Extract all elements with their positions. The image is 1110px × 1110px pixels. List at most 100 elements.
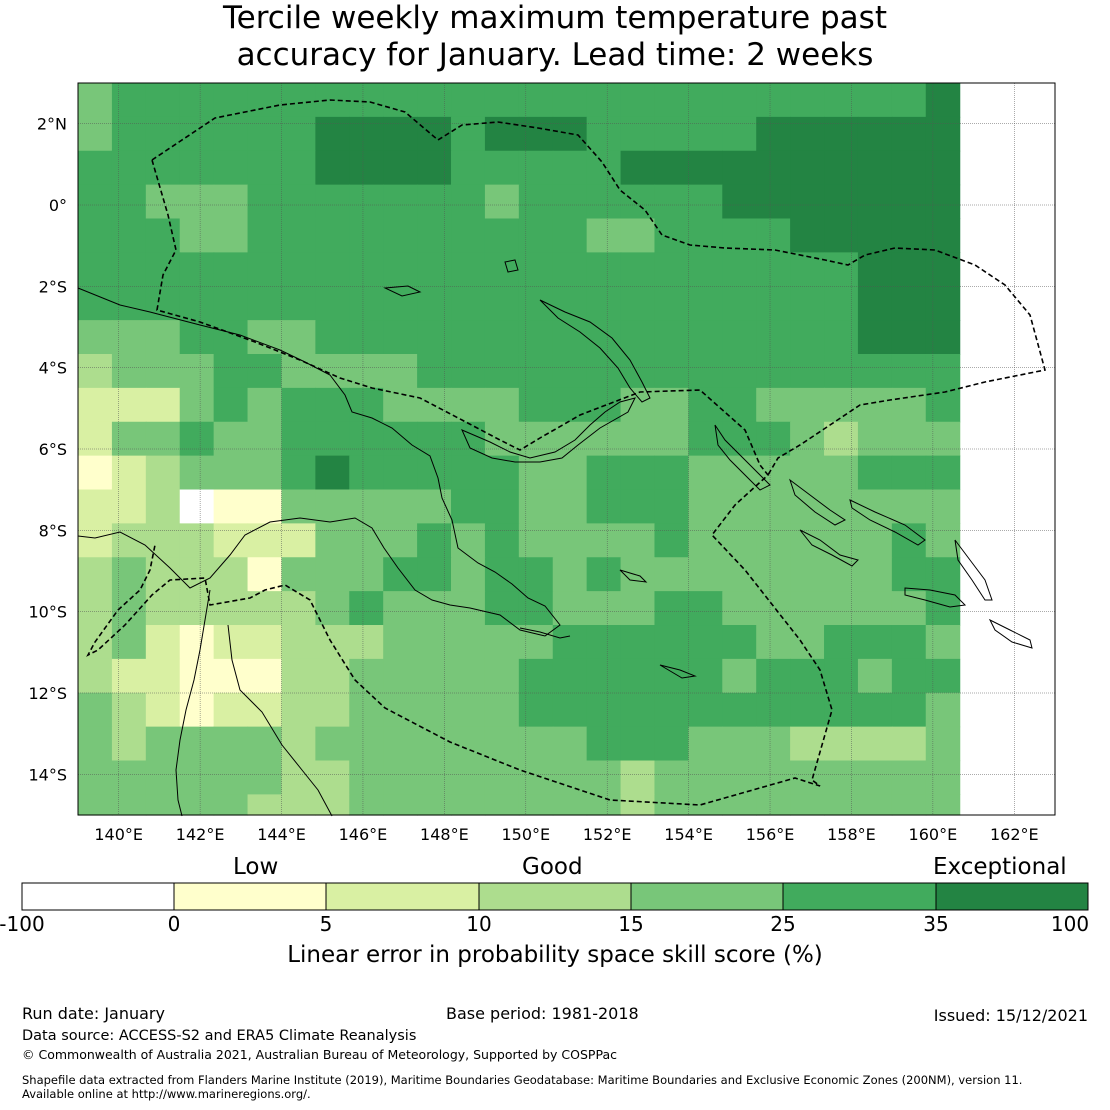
grid-cell <box>790 625 825 660</box>
grid-cell <box>654 150 689 186</box>
grid-cell <box>824 726 859 762</box>
grid-cell <box>857 286 893 321</box>
grid-cell <box>179 252 215 287</box>
grid-cell <box>417 150 452 186</box>
colorbar-bin-15-25 <box>631 883 783 910</box>
grid-cell <box>111 658 147 694</box>
grid-cell <box>552 726 588 762</box>
grid-cell <box>552 83 588 118</box>
grid-cell <box>824 658 859 694</box>
grid-cell <box>315 354 350 389</box>
grid-cell <box>349 421 384 457</box>
grid-cell <box>824 455 859 491</box>
grid-cell <box>688 591 723 626</box>
grid-cell <box>552 658 588 694</box>
grid-cell <box>824 116 859 152</box>
grid-cell <box>281 218 316 253</box>
grid-cell <box>790 523 825 558</box>
longitude-label: 144°E <box>257 825 306 844</box>
grid-cell <box>654 455 689 491</box>
grid-cell <box>111 625 147 660</box>
grid-cell <box>722 150 757 186</box>
grid-cell <box>484 320 520 355</box>
grid-cell <box>111 794 147 816</box>
grid-cell <box>756 625 791 660</box>
grid-cell <box>451 658 486 694</box>
grid-cell <box>111 726 147 762</box>
grid-cell <box>484 218 520 253</box>
grid-cell <box>315 252 350 287</box>
grid-cell <box>857 116 893 152</box>
grid-cell <box>857 184 893 220</box>
grid-cell <box>315 387 350 423</box>
grid-cell <box>688 421 723 457</box>
grid-cell <box>417 625 452 660</box>
grid-cell <box>891 658 927 694</box>
grid-cell <box>111 116 147 152</box>
grid-cell <box>417 354 452 389</box>
grid-cell <box>349 116 384 152</box>
grid-cell <box>756 692 791 728</box>
grid-cell <box>145 794 181 816</box>
grid-cell <box>586 320 622 355</box>
grid-cell <box>552 184 588 220</box>
grid-cell <box>315 150 350 186</box>
grid-cell <box>484 658 520 694</box>
grid-cell <box>620 116 656 152</box>
grid-cell <box>78 523 113 558</box>
grid-cell <box>383 421 418 457</box>
grid-cell <box>179 489 215 524</box>
grid-cell <box>722 455 757 491</box>
grid-cell <box>349 83 384 118</box>
grid-cell <box>451 218 486 253</box>
grid-cell <box>349 218 384 253</box>
grid-cell <box>925 489 961 524</box>
grid-cell <box>417 455 452 491</box>
grid-cell <box>315 489 350 524</box>
grid-cell <box>620 625 656 660</box>
grid-cell <box>925 726 961 762</box>
longitude-label: 158°E <box>827 825 876 844</box>
grid-cell <box>790 455 825 491</box>
grid-cell <box>247 794 283 816</box>
grid-cell <box>552 455 588 491</box>
grid-cell <box>247 320 283 355</box>
run-date: Run date: January <box>22 1004 165 1023</box>
grid-cell <box>790 421 825 457</box>
grid-cell <box>756 286 791 321</box>
grid-cell <box>688 455 723 491</box>
grid-cell <box>281 286 316 321</box>
grid-cell <box>281 184 316 220</box>
grid-cell <box>925 625 961 660</box>
grid-cell <box>891 625 927 660</box>
grid-cell <box>349 658 384 694</box>
grid-cell <box>620 726 656 762</box>
colorbar <box>21 882 1089 911</box>
grid-cell <box>281 591 316 626</box>
grid-cell <box>790 83 825 118</box>
grid-cell <box>891 726 927 762</box>
grid-cell <box>484 83 520 118</box>
grid-cell <box>383 625 418 660</box>
grid-cell <box>179 794 215 816</box>
colorbar-tick: 35 <box>923 912 949 936</box>
grid-cell <box>756 184 791 220</box>
grid-cell <box>111 150 147 186</box>
grid-cell <box>179 218 215 253</box>
grid-cell <box>111 455 147 491</box>
grid-cell <box>518 760 554 795</box>
grid-cell <box>620 760 656 795</box>
grid-cell <box>722 421 757 457</box>
colorbar-tick: 100 <box>1050 912 1090 936</box>
grid-cell <box>78 692 113 728</box>
grid-cell <box>78 591 113 626</box>
latitude-label: 14°S <box>28 765 67 784</box>
grid-cell <box>145 184 181 220</box>
grid-cell <box>451 286 486 321</box>
grid-cell <box>518 387 554 423</box>
grid-cell <box>722 354 757 389</box>
grid-cell <box>891 387 927 423</box>
grid-cell <box>756 116 791 152</box>
grid-cell <box>824 591 859 626</box>
longitude-label: 140°E <box>94 825 143 844</box>
